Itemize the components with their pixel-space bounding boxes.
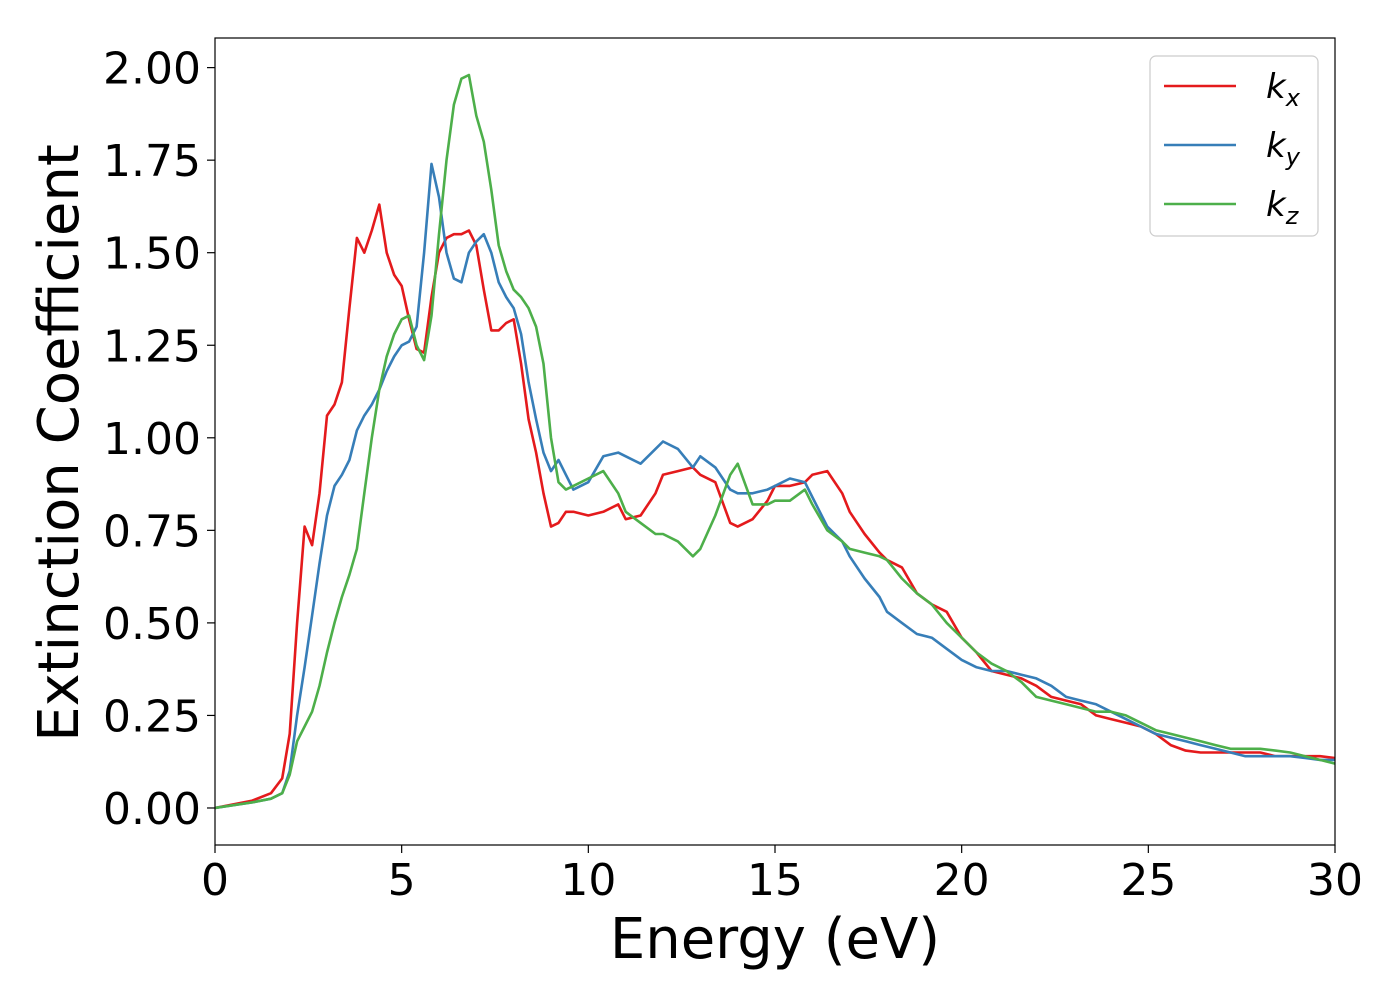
series-line-ky [215,162,1335,810]
series-line-kz [215,73,1335,810]
plot-lines [215,73,1335,810]
y-axis: 0.00 0.25 0.50 0.75 1.00 1.25 1.50 1.75 2.00 [103,44,215,835]
x-tick-label: 25 [1120,855,1176,906]
y-tick-label: 0.00 [103,784,201,835]
legend-label-kx: kx [1266,67,1301,112]
y-tick-label: 2.00 [103,44,201,95]
legend: kx ky kz [1149,55,1319,237]
y-tick-label: 0.25 [103,691,201,742]
y-tick-label: 1.00 [103,414,201,465]
y-tick-label: 1.75 [103,136,201,187]
x-axis-label: Energy (eV) [610,907,940,972]
y-tick-label: 1.50 [103,229,201,280]
y-axis-label: Extinction Coefficient [27,144,92,742]
legend-label-kz: kz [1266,185,1300,230]
x-tick-label: 10 [560,855,616,906]
y-tick-label: 0.50 [103,599,201,650]
x-tick-label: 30 [1307,855,1363,906]
x-tick-label: 20 [934,855,990,906]
y-tick-label: 1.25 [103,321,201,372]
series-line-kx [215,203,1335,810]
x-tick-label: 15 [747,855,803,906]
x-tick-label: 0 [201,855,229,906]
legend-label-ky: ky [1266,126,1301,171]
x-axis: 0 5 10 15 20 25 30 [201,845,1363,906]
x-tick-label: 5 [388,855,416,906]
y-tick-label: 0.75 [103,506,201,557]
